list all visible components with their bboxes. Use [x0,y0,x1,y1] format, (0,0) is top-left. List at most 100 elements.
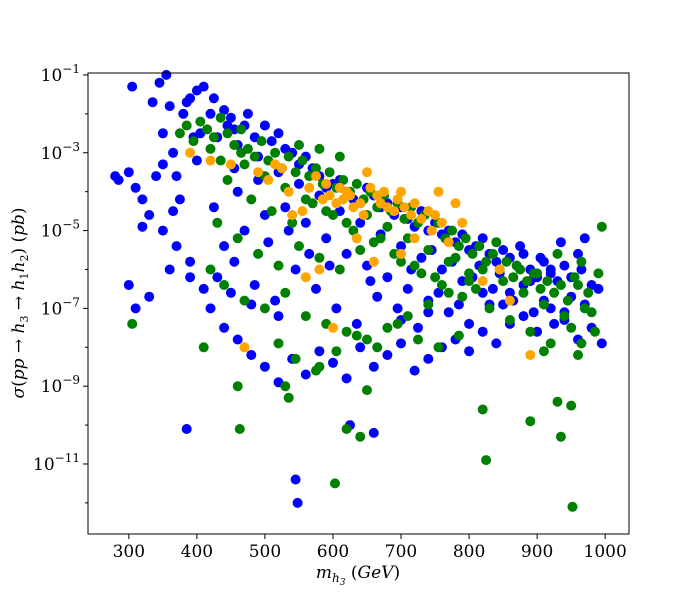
data-point-s1-97 [464,276,475,287]
data-point-s0-111 [491,338,502,349]
data-point-s1-45 [474,241,485,252]
data-point-s0-99 [328,357,338,368]
data-point-s1-27 [351,178,362,189]
data-point-s0-34 [266,136,277,147]
data-point-s2-11 [304,182,315,193]
data-point-s1-75 [481,455,492,466]
data-point-s1-54 [535,283,546,294]
y-axis-label: σ(pp → h3 → h1h2) (pb) [9,207,31,398]
data-point-s0-100 [341,373,352,384]
data-point-s1-106 [253,248,264,259]
data-point-s0-113 [518,311,529,322]
data-point-s0-162 [396,241,406,252]
data-point-s0-84 [123,280,134,290]
data-point-s2-31 [379,186,389,197]
data-point-s1-151 [423,245,434,255]
data-point-s2-3 [239,342,250,353]
data-point-s0-172 [191,155,202,166]
data-point-s1-134 [470,283,481,294]
data-point-s0-68 [498,245,509,255]
data-point-s1-56 [549,287,560,298]
y-tick-label: 10−1 [41,62,80,86]
data-point-s1-17 [283,151,294,162]
data-point-s1-8 [222,128,233,139]
y-tick-label: 10−3 [41,140,80,164]
data-points [110,69,607,512]
data-point-s1-89 [300,311,311,322]
data-point-s0-185 [453,299,464,310]
data-point-s0-90 [205,303,216,314]
data-point-s0-181 [372,291,383,302]
data-point-s0-163 [416,252,427,263]
data-point-s2-1 [205,155,216,166]
data-point-s2-41 [426,225,437,236]
data-point-s0-102 [368,361,379,372]
data-point-s2-21 [345,190,355,201]
data-point-s0-12 [171,171,182,182]
data-point-s2-47 [457,217,468,228]
data-point-s1-65 [232,381,243,392]
data-point-s1-158 [314,143,325,154]
data-point-s0-144 [382,272,393,283]
data-point-s0-188 [515,241,526,252]
data-point-s0-129 [212,272,223,283]
data-point-s0-3 [127,81,138,92]
data-point-s0-67 [491,256,502,267]
data-point-s1-161 [290,353,301,364]
data-point-s1-141 [222,175,233,185]
data-point-s0-11 [168,147,179,158]
data-point-s1-63 [596,221,607,232]
data-point-s0-5 [147,97,158,108]
data-point-s1-120 [538,299,549,310]
data-point-s0-198 [324,260,335,271]
data-point-s0-190 [555,237,566,248]
data-point-s2-34 [392,194,403,205]
data-point-s1-93 [382,322,393,333]
data-point-s0-154 [232,186,243,197]
data-point-s1-152 [443,256,454,267]
data-point-s1-55 [542,276,553,287]
data-point-s1-145 [300,194,311,205]
data-point-s1-139 [573,280,583,290]
data-point-s0-101 [355,342,366,353]
data-point-s1-131 [409,260,420,271]
data-point-s2-52 [300,272,311,283]
x-tick-label: 1000 [584,542,627,562]
data-point-s0-141 [321,233,332,244]
data-point-s0-79 [573,248,583,259]
data-point-s0-4 [137,221,148,232]
data-point-s0-176 [270,295,281,306]
data-point-s0-14 [178,108,189,119]
data-point-s0-93 [246,350,257,360]
data-point-s1-124 [266,206,277,217]
data-point-s0-164 [436,264,447,275]
data-point-s0-123 [368,427,379,438]
data-point-s1-94 [402,311,413,322]
data-point-s1-62 [590,326,600,337]
x-tick-label: 300 [113,542,145,562]
data-point-s1-169 [453,330,464,341]
data-point-s0-92 [232,334,243,345]
data-point-s0-86 [144,291,155,302]
data-point-s0-35 [273,128,284,139]
data-point-s0-206 [528,307,539,318]
data-point-s0-204 [487,283,498,294]
data-point-s1-59 [569,272,580,283]
data-point-s0-94 [259,361,270,372]
data-point-s0-134 [137,194,148,205]
data-point-s2-27 [365,182,376,193]
data-point-s1-163 [331,346,342,357]
data-point-s1-167 [413,334,423,345]
data-point-s1-41 [447,225,458,236]
data-point-s0-8 [157,159,168,170]
data-point-s1-18 [290,167,301,178]
data-point-s1-81 [567,501,578,512]
data-point-s1-0 [127,318,138,329]
x-tick-label: 800 [453,542,485,562]
data-point-s0-196 [283,225,294,236]
data-point-s0-110 [477,326,488,337]
data-point-s1-136 [511,260,522,271]
data-point-s1-146 [321,206,332,217]
data-point-s0-191 [576,264,587,275]
